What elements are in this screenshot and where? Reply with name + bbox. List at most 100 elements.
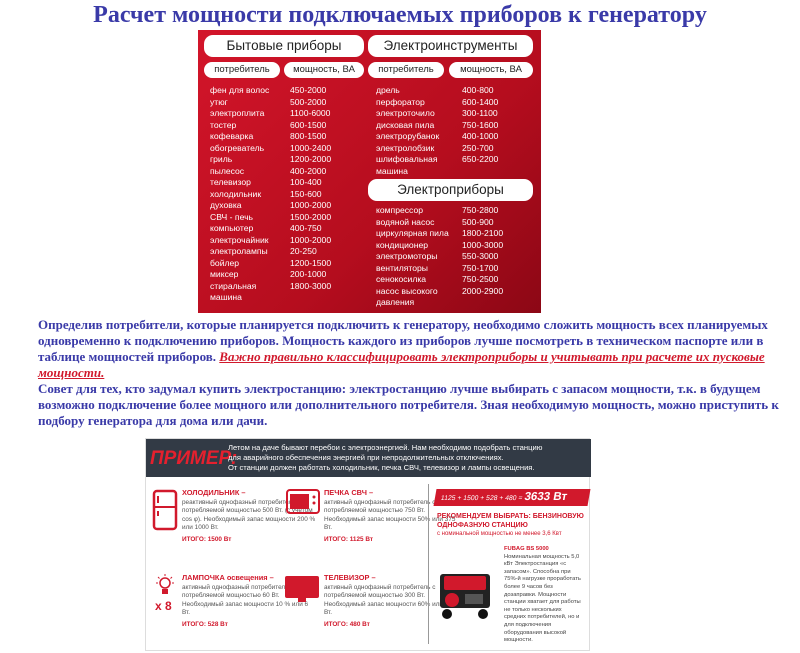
table-row: гриль 1200-2000	[210, 154, 350, 166]
consumer-name: электроточило	[376, 108, 435, 118]
power-range: 400-2000	[290, 165, 327, 176]
consumer-name: электроплита	[210, 108, 265, 118]
item-text: реактивный однофазный потребитель с потр…	[182, 498, 316, 532]
consumer-name: насос высокого давления	[376, 285, 438, 308]
power-range: 1100-6000	[290, 108, 331, 118]
example-item-fridge: ХОЛОДИЛЬНИК – реактивный однофазный потре…	[182, 488, 317, 545]
advice-paragraph: Определив потребители, которые планирует…	[38, 317, 798, 429]
consumer-name: телевизор	[210, 177, 251, 187]
table-row: пылесос 400-2000	[210, 166, 350, 178]
power-range: 450-2000	[290, 85, 327, 95]
power-range: 750-2800	[462, 205, 499, 215]
power-table-infographic: Бытовые приборы Электроинструменты потре…	[198, 30, 541, 313]
consumer-name: холодильник	[210, 188, 262, 199]
consumer-name: электролобзик	[376, 142, 435, 153]
sum-formula: 1125 + 1500 + 528 + 480 =	[440, 495, 525, 502]
intro-line: для аварийного обеспечения энергией при …	[228, 453, 504, 462]
power-range: 250-700	[462, 142, 494, 153]
power-range: 1000-3000	[462, 239, 504, 250]
consumer-name: бойлер	[210, 257, 240, 268]
consumer-name: кондиционер	[376, 239, 429, 250]
example-infographic: ПРИМЕР: Летом на даче бывают перебои с э…	[145, 438, 591, 651]
table-row: кондиционер 1000-3000	[376, 240, 522, 252]
item-title: ХОЛОДИЛЬНИК –	[182, 488, 246, 497]
power-range: 1800-2100	[462, 228, 504, 238]
consumer-name: сенокосилка	[376, 274, 427, 284]
consumer-name: электролампы	[210, 246, 268, 256]
example-label: ПРИМЕР:	[150, 448, 238, 469]
recommendation-subtitle: с номинальной мощностью не менее 3,6 Квт	[437, 531, 562, 537]
tools-col-power: мощность, ВА	[449, 62, 533, 78]
table-row: тостер 600-1500	[210, 120, 350, 132]
power-range: 500-900	[462, 216, 494, 227]
intro-line: От станции должен работать холодильник, …	[228, 463, 535, 472]
table-row: циркулярная пила 1800-2100	[376, 228, 522, 240]
recommendation-title: РЕКОМЕНДУЕМ ВЫБРАТЬ: БЕНЗИНОВУЮ ОДНОФАЗН…	[437, 513, 584, 529]
power-range: 1000-2400	[290, 142, 332, 153]
consumer-name: электрочайник	[210, 234, 269, 245]
consumer-name: духовка	[210, 200, 242, 210]
power-range: 1000-2000	[290, 234, 332, 245]
table-row: СВЧ - печь 1500-2000	[210, 212, 350, 224]
item-title: ТЕЛЕВИЗОР –	[324, 573, 376, 582]
lamp-count: x 8	[155, 599, 172, 613]
consumer-name: электрорубанок	[376, 131, 440, 141]
power-range: 1500-2000	[290, 211, 332, 222]
table-row: водяной насос 500-900	[376, 217, 522, 229]
power-range: 100-400	[290, 177, 322, 187]
power-range: 150-600	[290, 188, 322, 199]
page-title: Расчет мощности подключаемых приборов к …	[93, 2, 707, 28]
consumer-name: тостер	[210, 119, 237, 130]
power-range: 600-1500	[290, 119, 327, 130]
table-row: дрель 400-800	[376, 85, 522, 97]
appliances-header: Электроприборы	[368, 179, 533, 201]
generator-model: FUBAG BS 5000	[504, 546, 549, 552]
consumer-name: компрессор	[376, 205, 424, 215]
table-row: насос высокого давления 2000-2900	[376, 286, 522, 309]
tools-rows: дрель 400-800 перфоратор 600-1400 электроточ…	[376, 85, 522, 177]
power-sum: 1125 + 1500 + 528 + 480 = 3633 Вт	[433, 489, 591, 506]
power-range: 1200-2000	[290, 154, 332, 164]
table-row: электромоторы 550-3000	[376, 251, 522, 263]
power-range: 600-1400	[462, 96, 499, 107]
microwave-icon	[286, 489, 320, 514]
table-row: компьютер 400-750	[210, 223, 350, 235]
item-title: ПЕЧКА СВЧ –	[324, 488, 374, 497]
table-row: кофеварка 800-1500	[210, 131, 350, 143]
example-item-lamp: ЛАМПОЧКА освещения – активный однофазный …	[182, 573, 317, 630]
consumer-name: дрель	[376, 85, 400, 95]
power-range: 650-2200	[462, 154, 499, 164]
sum-total: 3633 Вт	[523, 491, 569, 503]
generator-image	[440, 574, 490, 619]
table-row: дисковая пила 750-1600	[376, 120, 522, 132]
table-row: стиральная машина 1800-3000	[210, 281, 350, 304]
table-row: электрочайник 1000-2000	[210, 235, 350, 247]
tools-col-consumer: потребитель	[368, 62, 444, 78]
consumer-name: водяной насос	[376, 216, 435, 227]
item-title: ЛАМПОЧКА освещения –	[182, 573, 274, 582]
item-total: ИТОГО: 528 Вт	[182, 620, 228, 628]
power-range: 400-1000	[462, 131, 499, 141]
table-row: электролобзик 250-700	[376, 143, 522, 155]
table-row: вентиляторы 750-1700	[376, 263, 522, 275]
household-rows: фен для волос 450-2000 утюг 500-2000 электро…	[210, 85, 350, 304]
table-row: утюг 500-2000	[210, 97, 350, 109]
example-intro: Летом на даче бывают перебои с электроэн…	[228, 443, 542, 473]
consumer-name: фен для волос	[210, 85, 270, 95]
table-row: электрорубанок 400-1000	[376, 131, 522, 143]
item-text: активный однофазный потребитель с потреб…	[324, 583, 454, 617]
household-col-consumer: потребитель	[204, 62, 280, 78]
table-row: телевизор 100-400	[210, 177, 350, 189]
power-range: 800-1500	[290, 131, 327, 141]
table-row: холодильник 150-600	[210, 189, 350, 201]
table-row: обогреватель 1000-2400	[210, 143, 350, 155]
power-range: 300-1100	[462, 108, 498, 118]
consumer-name: перфоратор	[376, 96, 425, 107]
power-range: 20-250	[290, 246, 317, 256]
table-row: духовка 1000-2000	[210, 200, 350, 212]
intro-line: Летом на даче бывают перебои с электроэн…	[228, 443, 543, 452]
power-range: 400-750	[290, 223, 322, 233]
consumer-name: вентиляторы	[376, 262, 428, 273]
household-header: Бытовые приборы	[204, 35, 364, 57]
power-range: 400-800	[462, 85, 494, 95]
